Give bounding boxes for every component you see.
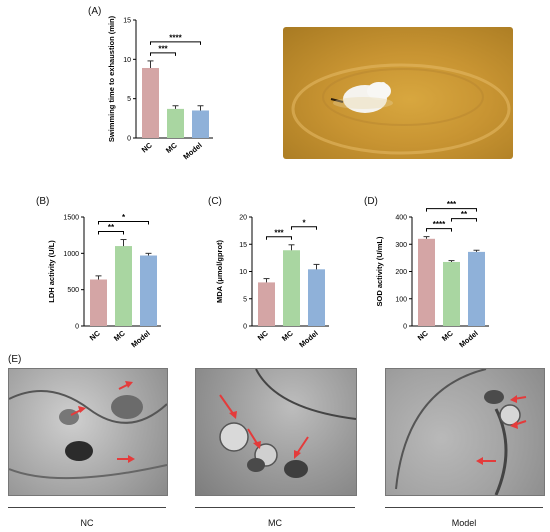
y-tick-label: 5 [127, 96, 131, 103]
significance-bracket [150, 41, 201, 45]
micrograph-caption-mc: MC [268, 518, 282, 528]
caption-line-nc [8, 507, 166, 508]
significance-bracket [266, 236, 292, 240]
significance-label: ** [461, 210, 468, 219]
category-label: Model [129, 329, 151, 350]
significance-bracket [98, 221, 149, 225]
significance-bracket [98, 231, 124, 235]
panel-label-b: (B) [36, 196, 50, 207]
category-label: MC [280, 328, 295, 343]
panel-label-e: (E) [8, 354, 22, 365]
y-tick-label: 1000 [63, 251, 79, 258]
category-label: NC [88, 328, 103, 342]
caption-line-model [385, 507, 543, 508]
y-tick-label: 0 [75, 324, 79, 331]
bar-mc [115, 246, 132, 326]
bar-mc [443, 261, 460, 326]
mouse-swimming-photo [283, 27, 513, 159]
significance-label: * [122, 213, 126, 222]
significance-bracket [150, 52, 176, 56]
micrograph-caption-model: Model [451, 518, 477, 528]
y-tick-label: 20 [239, 215, 247, 222]
chart-ldh: 0 500 1000 1500 LDH activity (U/L) NC MC Model *… [47, 213, 161, 350]
bar-nc [258, 282, 275, 326]
significance-label: *** [274, 228, 284, 237]
panel-label-a: (A) [88, 6, 102, 17]
y-axis-label: Swimming time to exhaustion (min) [107, 15, 116, 142]
bar-model [140, 255, 157, 326]
y-tick-label: 0 [243, 324, 247, 331]
category-label: Model [457, 329, 479, 350]
significance-label: **** [169, 33, 182, 42]
y-axis-label: SOD activity (U/mL) [375, 236, 384, 307]
panel-label-c: (C) [208, 196, 222, 207]
category-label: MC [164, 140, 179, 155]
significance-label: *** [447, 200, 457, 209]
y-tick-label: 10 [239, 269, 247, 276]
y-axis-label: LDH activity (U/L) [47, 240, 56, 303]
category-label: NC [140, 140, 155, 154]
y-axis-label: MDA (μmol/gprot) [215, 239, 224, 303]
y-tick-label: 400 [395, 215, 407, 222]
bar-model [468, 251, 485, 326]
y-tick-label: 10 [123, 57, 131, 64]
panel-label-d: (D) [364, 196, 378, 207]
category-label: Model [297, 329, 319, 350]
significance-bracket [426, 228, 452, 232]
y-tick-label: 15 [123, 18, 131, 25]
micrograph-nc [8, 368, 168, 496]
y-tick-label: 300 [395, 242, 407, 249]
y-tick-label: 5 [243, 296, 247, 303]
y-tick-label: 500 [67, 287, 79, 294]
bar-model [192, 110, 209, 138]
bar-nc [90, 279, 107, 326]
bar-model [308, 269, 325, 326]
y-tick-label: 1500 [63, 215, 79, 222]
significance-label: **** [433, 220, 446, 229]
bar-mc [167, 108, 184, 138]
category-label: Model [181, 141, 203, 162]
micrograph-model [385, 368, 545, 496]
category-label: MC [440, 328, 455, 343]
category-label: NC [416, 328, 431, 342]
y-tick-label: 0 [127, 136, 131, 143]
y-tick-label: 15 [239, 242, 247, 249]
y-tick-label: 0 [403, 324, 407, 331]
bar-nc [418, 238, 435, 326]
significance-bracket [451, 218, 477, 222]
significance-bracket [426, 208, 477, 212]
micrograph-mc [195, 368, 357, 496]
y-tick-label: 100 [395, 296, 407, 303]
significance-label: ** [108, 223, 115, 232]
category-label: NC [256, 328, 271, 342]
micrograph-caption-nc: NC [80, 518, 94, 528]
caption-line-mc [195, 507, 355, 508]
bar-nc [142, 67, 159, 138]
significance-label: * [302, 218, 306, 227]
significance-bracket [291, 226, 317, 230]
category-label: MC [112, 328, 127, 343]
y-tick-label: 200 [395, 269, 407, 276]
chart-sod: 0 100 200 300 400 SOD activity (U/mL) NC MC Mode… [375, 200, 489, 350]
bar-mc [283, 250, 300, 326]
chart-swimming-time: 0 5 10 15 Swimming time to exhaustion (min) N… [107, 15, 213, 162]
significance-label: *** [158, 44, 168, 53]
